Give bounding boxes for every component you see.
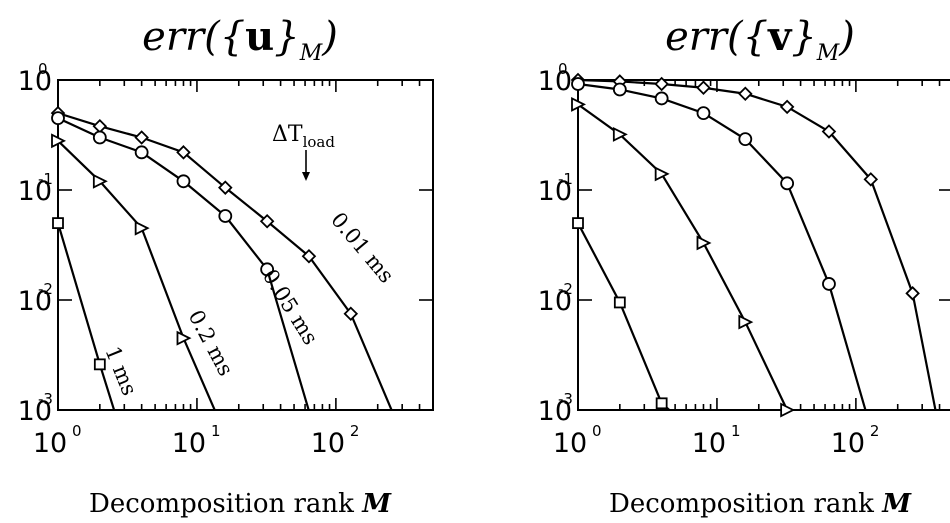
square-marker (613, 296, 626, 309)
y-tick-exponent: -2 (38, 280, 53, 298)
triangle-marker (134, 220, 150, 236)
series-label-0-05-ms: 0.05 ms (258, 265, 323, 349)
delta-t-load-annotation: ΔTload (272, 122, 335, 151)
x-tick-label: 10 (692, 428, 726, 459)
diamond-marker (821, 124, 837, 139)
right-x-axis-label: Decomposition rank M (609, 489, 912, 519)
series-line-0-05-ms (578, 82, 867, 410)
y-tick-label: 10 (538, 176, 572, 207)
triangle-marker (738, 314, 754, 330)
y-tick-exponent: -3 (558, 390, 573, 408)
circle-marker (218, 209, 233, 223)
series-line-1-ms (578, 222, 672, 410)
circle-marker (51, 111, 65, 126)
circle-marker (571, 77, 585, 91)
circle-marker (822, 277, 836, 291)
x-tick-exponent: 2 (350, 422, 360, 440)
series-label-0-2-ms: 0.2 ms (184, 306, 238, 380)
diamond-marker (905, 286, 920, 301)
triangle-marker (51, 133, 67, 149)
triangle-marker (612, 126, 628, 142)
diamond-marker (134, 130, 149, 145)
x-tick-exponent: 2 (870, 422, 880, 440)
plot-frame (577, 79, 950, 411)
left-chart-panel: err({u}M) Decomposition rank M ΔTload 10… (18, 13, 434, 519)
annotation-arrowhead (302, 172, 310, 181)
series-label-0-01-ms: 0.01 ms (326, 208, 398, 288)
square-marker (655, 397, 668, 410)
y-tick-exponent: -1 (38, 170, 53, 188)
series-group (578, 80, 937, 410)
y-tick-label: 10 (538, 286, 572, 317)
y-tick-exponent: 0 (38, 60, 48, 78)
y-tick-label: 10 (538, 396, 572, 427)
diamond-marker (738, 86, 753, 102)
y-tick-exponent: -2 (558, 280, 573, 298)
square-marker (572, 217, 584, 230)
left-x-axis-label: Decomposition rank M (89, 489, 392, 519)
x-tick-exponent: 1 (731, 422, 741, 440)
series-line-0-01-ms (578, 80, 937, 410)
diamond-marker (92, 118, 108, 134)
diamond-marker (696, 80, 711, 96)
y-tick-exponent: 0 (558, 60, 568, 78)
circle-marker (134, 145, 149, 160)
circle-marker (176, 174, 191, 189)
series-group (58, 112, 393, 410)
y-tick-label: 10 (18, 176, 52, 207)
triangle-marker (571, 96, 587, 112)
plot-frame (57, 79, 434, 411)
circle-marker (260, 262, 275, 277)
circle-marker (612, 82, 627, 97)
y-tick-exponent: -3 (38, 390, 53, 408)
triangle-marker (696, 235, 712, 251)
diamond-marker (863, 172, 879, 187)
triangle-marker (176, 330, 192, 346)
circle-marker (92, 130, 107, 145)
circle-marker (738, 132, 753, 147)
diamond-marker (176, 145, 191, 160)
x-tick-exponent: 0 (592, 422, 602, 440)
x-tick-exponent: 0 (72, 422, 82, 440)
x-tick-label: 10 (553, 428, 587, 459)
triangle-marker (654, 166, 670, 182)
series-line-1-ms (58, 222, 116, 410)
y-tick-label: 10 (538, 66, 572, 97)
diamond-marker (259, 213, 275, 229)
series-line-0-2-ms (58, 140, 216, 410)
x-tick-label: 10 (311, 428, 345, 459)
right-chart-title: err({v}M) (665, 13, 855, 66)
y-tick-label: 10 (18, 286, 52, 317)
x-tick-label: 10 (172, 428, 206, 459)
x-tick-exponent: 1 (211, 422, 221, 440)
left-chart-title: err({u}M) (142, 13, 338, 66)
right-chart-panel: err({v}M) Decomposition rank M 10 0 10 1 10 2… (538, 13, 950, 519)
x-tick-label: 10 (831, 428, 865, 459)
diamond-marker (301, 248, 317, 264)
y-tick-label: 10 (18, 396, 52, 427)
circle-marker (654, 91, 669, 106)
triangle-marker (92, 173, 108, 189)
diamond-marker (343, 306, 359, 322)
square-marker (52, 217, 64, 230)
diamond-marker (779, 99, 795, 115)
series-line-0-2-ms (578, 103, 789, 410)
y-tick-exponent: -1 (558, 170, 573, 188)
diamond-marker (218, 180, 233, 195)
x-tick-label: 10 (33, 428, 67, 459)
y-tick-label: 10 (18, 66, 52, 97)
circle-marker (780, 176, 795, 191)
triangle-marker (780, 402, 796, 418)
series-label-1-ms: 1 ms (100, 343, 141, 399)
diamond-marker (654, 76, 669, 92)
square-marker (93, 358, 106, 371)
circle-marker (696, 106, 711, 121)
